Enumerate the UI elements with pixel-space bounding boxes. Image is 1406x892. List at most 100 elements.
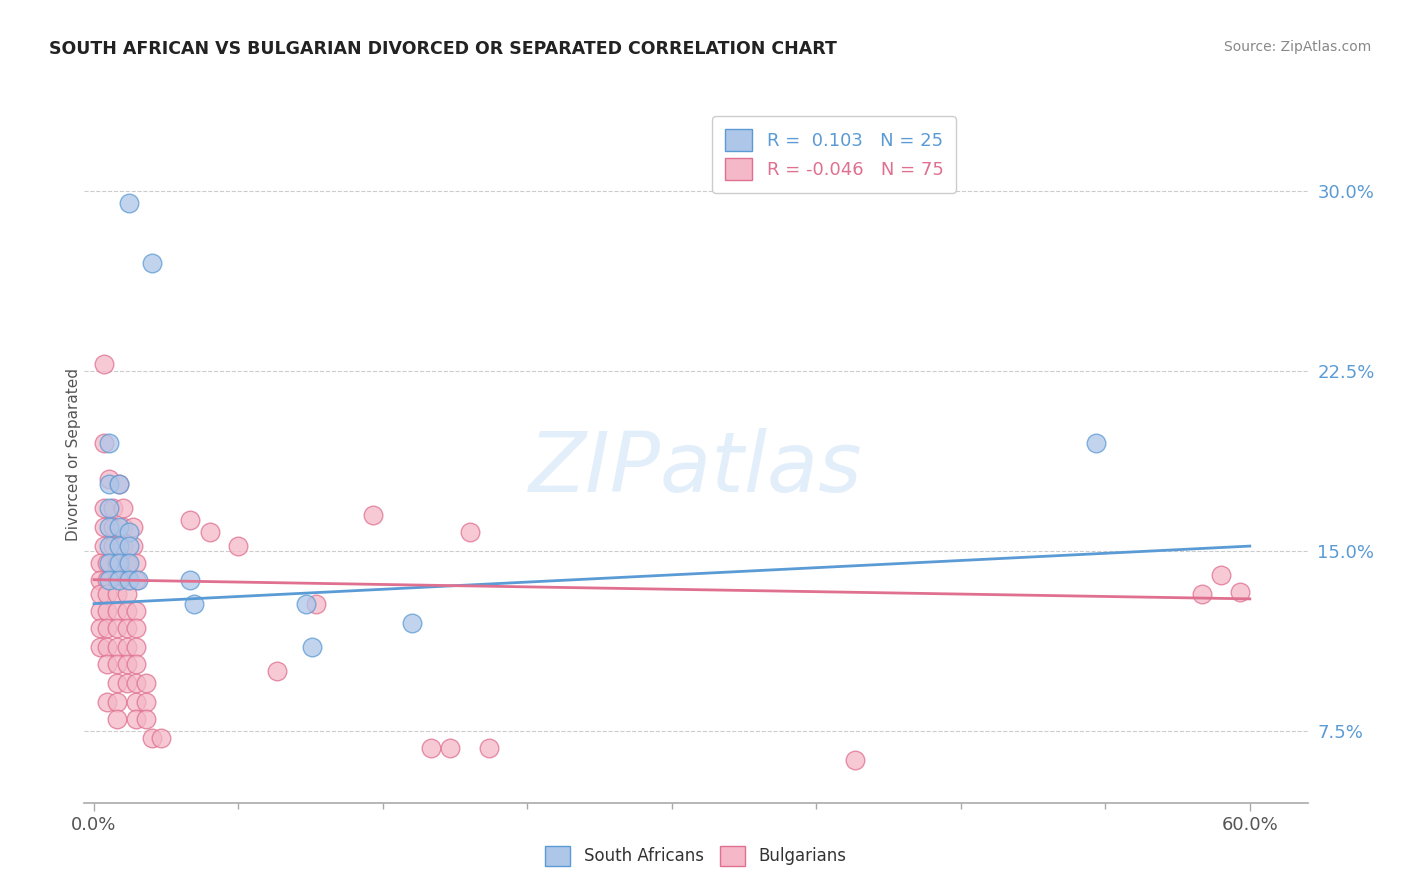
Point bbox=[93, 520, 115, 534]
Point bbox=[103, 539, 125, 553]
Point bbox=[125, 657, 148, 671]
Legend: South Africans, Bulgarians: South Africans, Bulgarians bbox=[537, 838, 855, 874]
Point bbox=[118, 196, 141, 211]
Point bbox=[118, 524, 141, 539]
Point bbox=[103, 500, 125, 515]
Point bbox=[1084, 436, 1107, 450]
Point bbox=[98, 436, 121, 450]
Point bbox=[118, 573, 141, 587]
Point bbox=[150, 731, 173, 745]
Point bbox=[89, 573, 111, 587]
Point bbox=[105, 587, 128, 601]
Point bbox=[127, 573, 149, 587]
Point bbox=[89, 621, 111, 635]
Point bbox=[115, 604, 138, 618]
Point bbox=[439, 740, 461, 755]
Text: Source: ZipAtlas.com: Source: ZipAtlas.com bbox=[1223, 40, 1371, 54]
Point bbox=[115, 587, 138, 601]
Point bbox=[1191, 587, 1213, 601]
Point bbox=[93, 539, 115, 553]
Point bbox=[93, 357, 115, 371]
Point bbox=[115, 621, 138, 635]
Point bbox=[98, 556, 121, 570]
Point bbox=[135, 712, 157, 726]
Point bbox=[105, 556, 128, 570]
Point bbox=[301, 640, 323, 654]
Point bbox=[89, 640, 111, 654]
Point bbox=[118, 539, 141, 553]
Point bbox=[89, 556, 111, 570]
Point bbox=[115, 676, 138, 690]
Point bbox=[118, 556, 141, 570]
Point bbox=[363, 508, 385, 522]
Point bbox=[844, 753, 866, 767]
Point bbox=[98, 539, 121, 553]
Point bbox=[96, 573, 118, 587]
Point bbox=[198, 524, 221, 539]
Point bbox=[108, 476, 131, 491]
Point bbox=[98, 500, 121, 515]
Point bbox=[111, 520, 134, 534]
Point bbox=[183, 597, 205, 611]
Point bbox=[96, 657, 118, 671]
Point bbox=[105, 657, 128, 671]
Point bbox=[115, 573, 138, 587]
Point bbox=[96, 604, 118, 618]
Point bbox=[98, 472, 121, 486]
Point bbox=[111, 500, 134, 515]
Point bbox=[96, 621, 118, 635]
Point bbox=[458, 524, 481, 539]
Point bbox=[420, 740, 443, 755]
Point bbox=[111, 539, 134, 553]
Point bbox=[125, 640, 148, 654]
Point bbox=[105, 640, 128, 654]
Point bbox=[98, 520, 121, 534]
Point bbox=[115, 556, 138, 570]
Point bbox=[228, 539, 250, 553]
Point bbox=[125, 695, 148, 709]
Point bbox=[135, 676, 157, 690]
Point bbox=[98, 476, 121, 491]
Point bbox=[108, 556, 131, 570]
Point bbox=[121, 520, 143, 534]
Point bbox=[295, 597, 318, 611]
Point bbox=[108, 476, 131, 491]
Point bbox=[105, 604, 128, 618]
Point bbox=[93, 500, 115, 515]
Point bbox=[125, 604, 148, 618]
Point bbox=[93, 436, 115, 450]
Point bbox=[401, 615, 423, 630]
Point bbox=[108, 520, 131, 534]
Point bbox=[96, 587, 118, 601]
Point bbox=[108, 573, 131, 587]
Point bbox=[115, 640, 138, 654]
Point bbox=[1229, 584, 1251, 599]
Point bbox=[179, 513, 201, 527]
Point bbox=[105, 695, 128, 709]
Point bbox=[103, 520, 125, 534]
Text: SOUTH AFRICAN VS BULGARIAN DIVORCED OR SEPARATED CORRELATION CHART: SOUTH AFRICAN VS BULGARIAN DIVORCED OR S… bbox=[49, 40, 837, 58]
Point bbox=[125, 712, 148, 726]
Point bbox=[96, 695, 118, 709]
Point bbox=[105, 676, 128, 690]
Point bbox=[135, 695, 157, 709]
Point bbox=[478, 740, 501, 755]
Point bbox=[105, 573, 128, 587]
Point bbox=[96, 556, 118, 570]
Point bbox=[125, 556, 148, 570]
Point bbox=[105, 712, 128, 726]
Point bbox=[304, 597, 326, 611]
Point bbox=[105, 621, 128, 635]
Point bbox=[179, 573, 201, 587]
Point bbox=[125, 676, 148, 690]
Point bbox=[115, 657, 138, 671]
Point bbox=[96, 640, 118, 654]
Point bbox=[1209, 567, 1232, 582]
Point bbox=[121, 539, 143, 553]
Point bbox=[125, 573, 148, 587]
Point bbox=[266, 664, 288, 678]
Y-axis label: Divorced or Separated: Divorced or Separated bbox=[66, 368, 80, 541]
Point bbox=[108, 539, 131, 553]
Point bbox=[89, 587, 111, 601]
Point bbox=[89, 604, 111, 618]
